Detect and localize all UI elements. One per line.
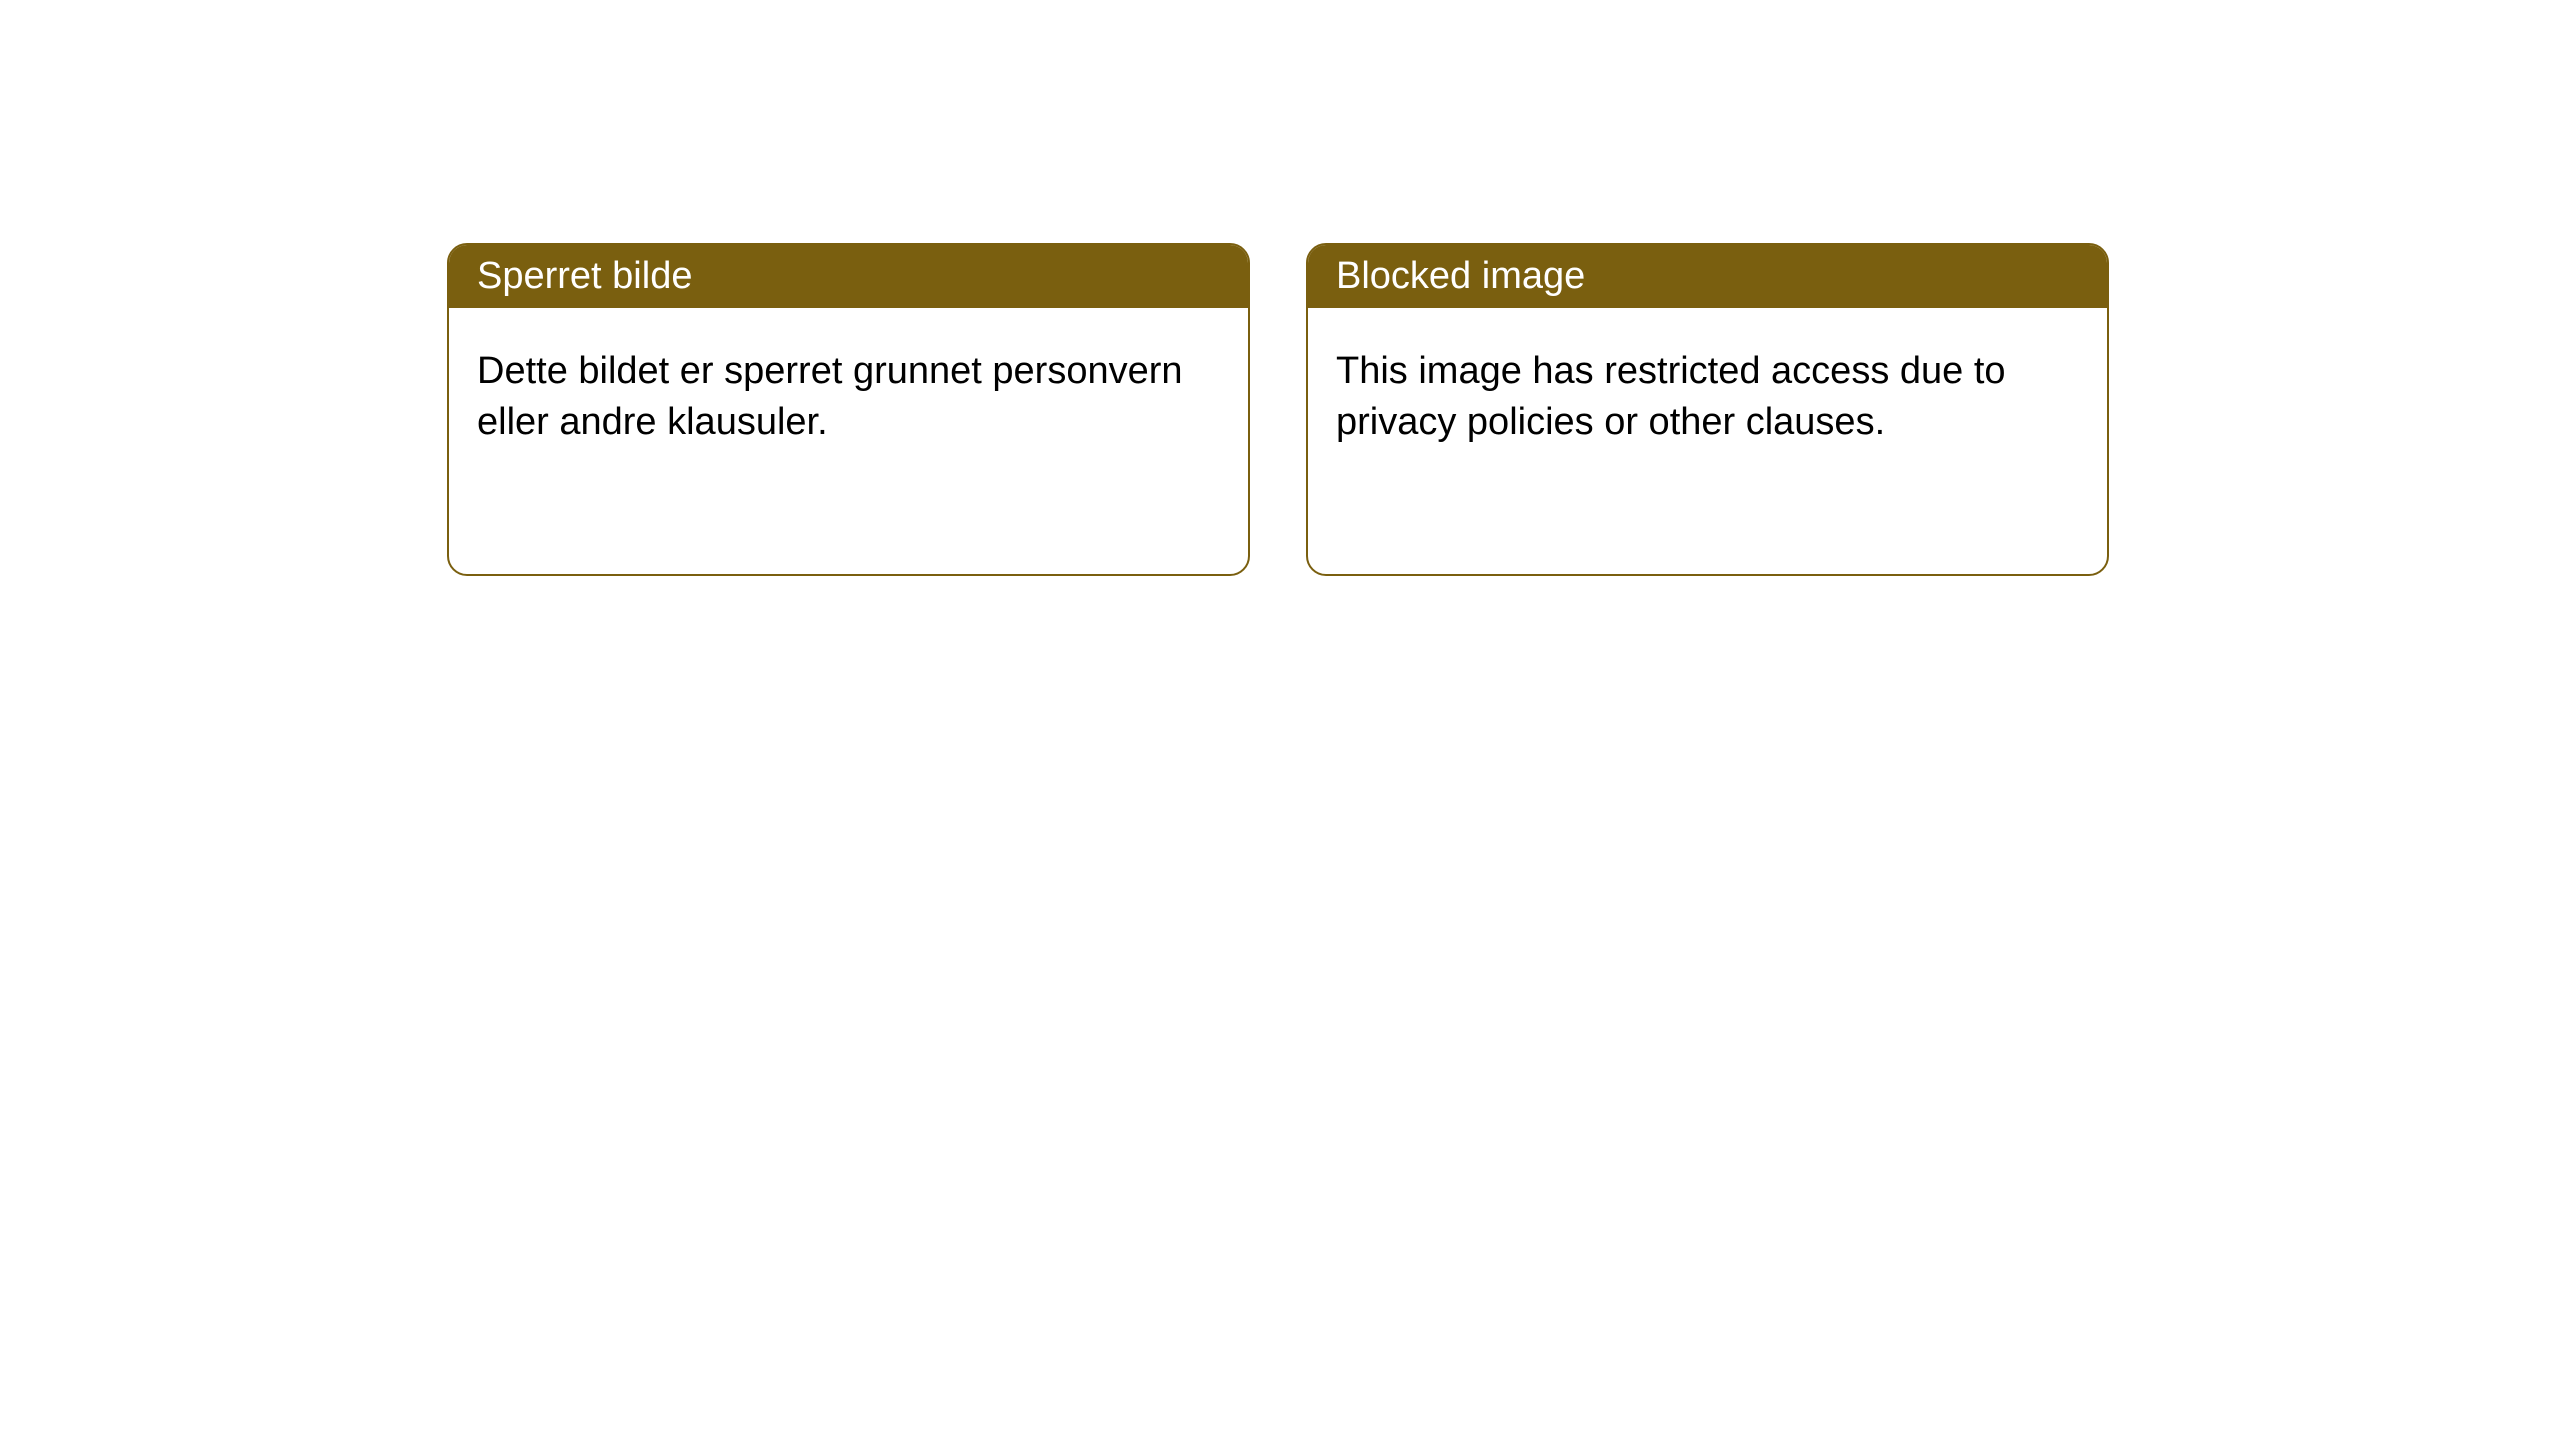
notice-card-body: Dette bildet er sperret grunnet personve… — [449, 308, 1248, 487]
notice-container: Sperret bilde Dette bildet er sperret gr… — [0, 0, 2560, 576]
notice-card-body: This image has restricted access due to … — [1308, 308, 2107, 487]
notice-card-norwegian: Sperret bilde Dette bildet er sperret gr… — [447, 243, 1250, 576]
notice-card-title: Blocked image — [1308, 245, 2107, 308]
notice-card-english: Blocked image This image has restricted … — [1306, 243, 2109, 576]
notice-card-title: Sperret bilde — [449, 245, 1248, 308]
